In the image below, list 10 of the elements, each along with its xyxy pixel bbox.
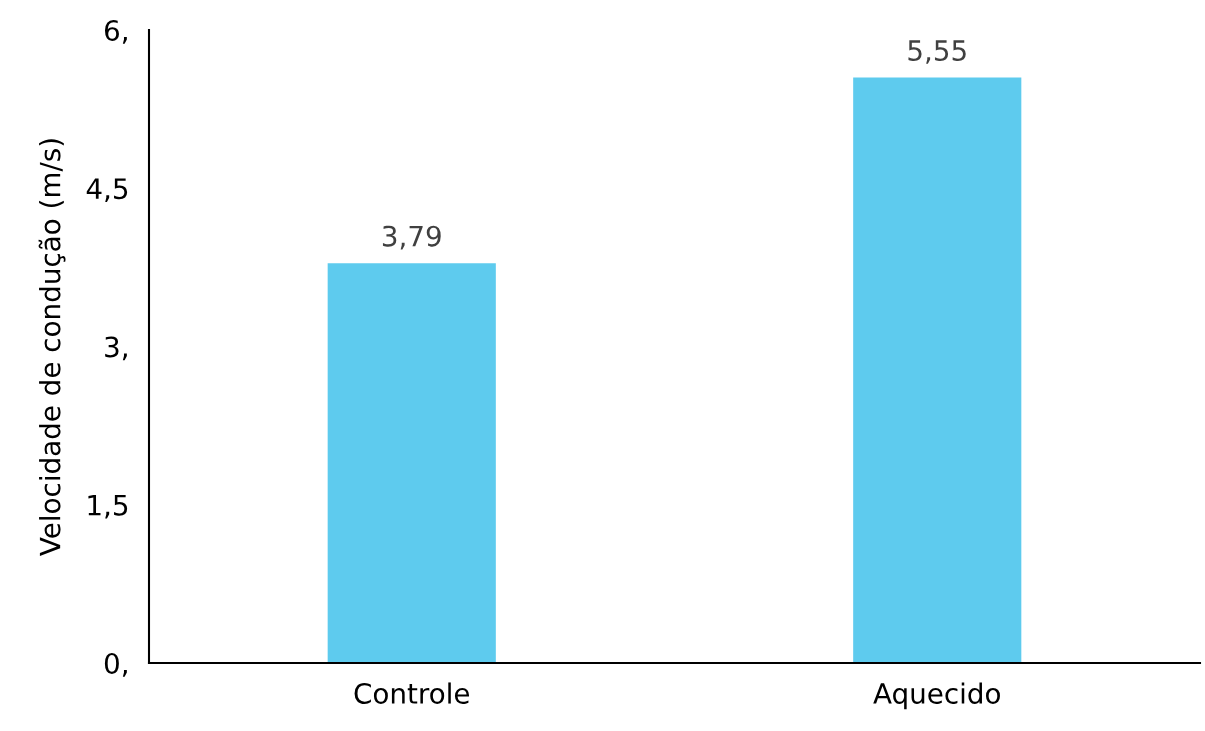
- x-tick-label: Controle: [354, 682, 470, 704]
- data-label: 5,55: [908, 40, 966, 64]
- x-tick-label: Aquecido: [873, 682, 1000, 710]
- data-label: 3,79: [382, 225, 441, 250]
- y-axis-title: Velocidade de condução (m/s): [38, 139, 66, 556]
- y-tick-label: 6,: [104, 19, 127, 44]
- y-tick-label: 3,: [105, 336, 127, 361]
- y-tick-label: 1,5: [88, 495, 128, 519]
- y-tick-label: 4,5: [86, 178, 128, 203]
- y-tick-label: 0,: [104, 652, 127, 677]
